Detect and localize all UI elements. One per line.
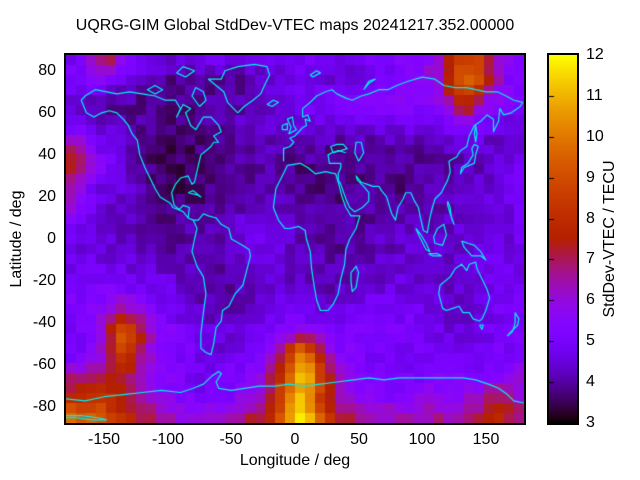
y-tick-label: -20 bbox=[32, 272, 56, 289]
x-tick-label: -100 bbox=[151, 431, 185, 448]
colorbar-label: StdDev-VTEC / TECU bbox=[601, 160, 618, 318]
colorbar-tick-label: 4 bbox=[586, 373, 595, 390]
chart-title: UQRG-GIM Global StdDev-VTEC maps 2024121… bbox=[75, 17, 515, 34]
x-tick-label: -50 bbox=[219, 431, 243, 448]
y-tick-label: 20 bbox=[38, 188, 56, 205]
colorbar-tick-label: 5 bbox=[586, 332, 595, 349]
x-tick-label: 150 bbox=[472, 431, 500, 448]
colorbar bbox=[547, 53, 579, 425]
map-plot-area bbox=[64, 53, 526, 425]
colorbar-tick-label: 11 bbox=[586, 87, 603, 104]
colorbar-tick-label: 9 bbox=[586, 169, 595, 186]
colorbar-tick-label: 10 bbox=[586, 128, 604, 145]
y-tick-label: -80 bbox=[32, 398, 56, 415]
x-tick-label: 100 bbox=[408, 431, 436, 448]
colorbar-tick-label: 8 bbox=[586, 210, 595, 227]
y-tick-label: -40 bbox=[32, 314, 56, 331]
y-tick-label: 40 bbox=[38, 146, 56, 163]
x-axis-label: Longitude / deg bbox=[239, 452, 351, 469]
y-tick-label: 60 bbox=[38, 104, 56, 121]
y-tick-label: 80 bbox=[38, 62, 56, 79]
x-tick-label: -150 bbox=[87, 431, 121, 448]
colorbar-tick-label: 7 bbox=[586, 250, 595, 267]
colorbar-tick-label: 6 bbox=[586, 291, 595, 308]
colorbar-tick-label: 12 bbox=[586, 46, 604, 63]
x-tick-label: 0 bbox=[290, 431, 300, 448]
y-tick-label: -60 bbox=[32, 356, 56, 373]
colorbar-canvas bbox=[549, 55, 577, 423]
x-tick-label: 50 bbox=[350, 431, 368, 448]
y-tick-label: 0 bbox=[47, 230, 56, 247]
vtec-heatmap-canvas bbox=[66, 55, 524, 423]
colorbar-tick-label: 3 bbox=[586, 414, 595, 431]
